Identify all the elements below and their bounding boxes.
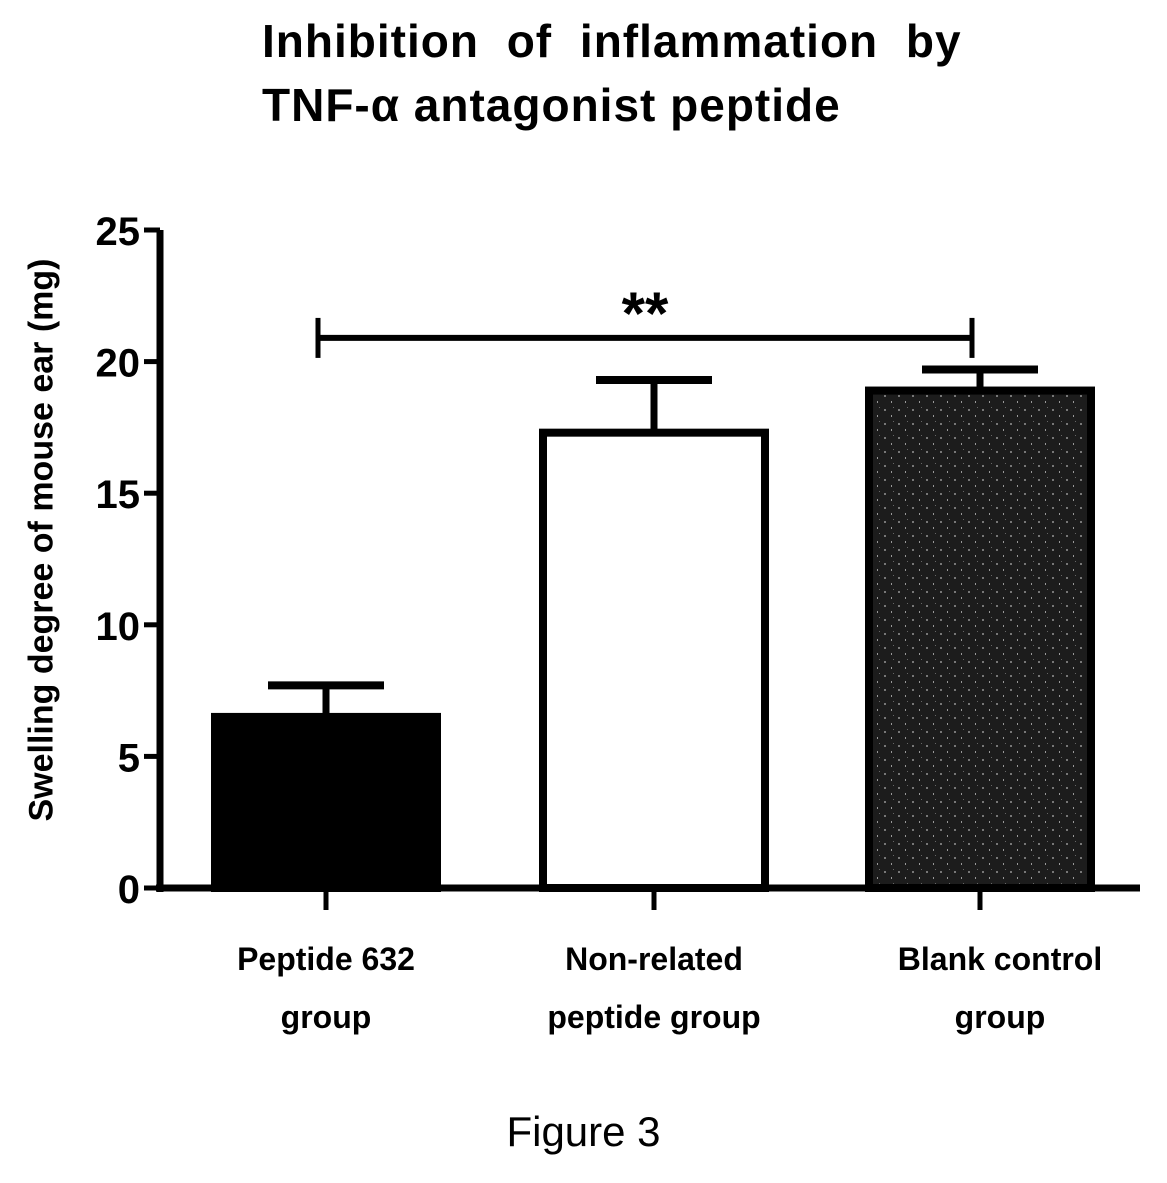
figure-caption: Figure 3 <box>506 1108 661 1155</box>
y-tick-label: 20 <box>96 342 141 386</box>
bar <box>865 386 1095 892</box>
y-tick-label: 0 <box>118 868 140 912</box>
chart-title-line-2: TNF-α antagonist peptide <box>262 79 841 131</box>
significance-label: ** <box>622 280 669 347</box>
bar <box>539 428 769 892</box>
y-tick-label: 10 <box>96 605 141 649</box>
y-tick-label: 5 <box>118 736 140 780</box>
x-category-label: Non-related peptide group <box>547 941 761 1035</box>
x-category-label: Peptide 632 group <box>237 941 415 1035</box>
x-category-label: Blank control group <box>897 941 1103 1035</box>
chart-title-line-1: Inhibition of inflammation by <box>262 15 962 67</box>
y-axis-label: Swelling degree of mouse ear (mg) <box>22 258 61 822</box>
y-tick-label: 25 <box>96 210 141 254</box>
y-tick-label: 15 <box>96 473 141 517</box>
bar <box>211 712 441 892</box>
